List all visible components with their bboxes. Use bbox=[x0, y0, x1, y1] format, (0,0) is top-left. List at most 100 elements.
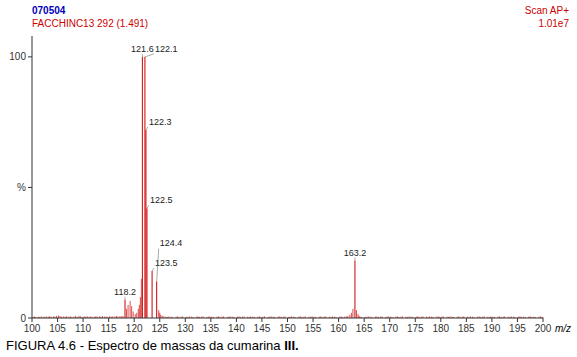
caption: FIGURA 4.6 - Espectro de massas da cumar… bbox=[6, 338, 299, 353]
peak bbox=[125, 300, 126, 318]
peak bbox=[131, 306, 132, 318]
y-tick bbox=[28, 56, 32, 57]
peak bbox=[141, 279, 142, 318]
x-tick bbox=[32, 318, 33, 322]
x-tick bbox=[108, 318, 109, 322]
peak bbox=[351, 313, 352, 318]
x-tick bbox=[415, 318, 416, 322]
peak-label: 163.2 bbox=[344, 248, 367, 258]
y-tick bbox=[28, 318, 32, 319]
x-tick bbox=[185, 318, 186, 322]
x-tick bbox=[466, 318, 467, 322]
x-tick-label: 195 bbox=[509, 323, 526, 334]
series bbox=[125, 57, 355, 318]
x-tick bbox=[134, 318, 135, 322]
peak bbox=[128, 305, 129, 318]
x-tick-label: 110 bbox=[75, 323, 91, 334]
x-axis-label: m/z bbox=[555, 323, 571, 334]
x-tick bbox=[57, 318, 58, 322]
leader-line bbox=[142, 54, 143, 57]
series bbox=[33, 279, 543, 318]
leader-line bbox=[354, 258, 355, 261]
x-tick-label: 130 bbox=[177, 323, 194, 334]
x-tick-label: 185 bbox=[458, 323, 475, 334]
peak bbox=[140, 297, 141, 318]
peak bbox=[135, 314, 136, 318]
x-tick-label: 190 bbox=[484, 323, 501, 334]
leader-line bbox=[145, 54, 154, 57]
leader-line bbox=[125, 297, 126, 300]
peak bbox=[158, 310, 159, 318]
peak-label: 122.1 bbox=[155, 44, 178, 54]
peak bbox=[136, 313, 137, 318]
leader-line bbox=[146, 127, 148, 130]
x-tick bbox=[517, 318, 518, 322]
header: Scan AP+ bbox=[525, 5, 569, 16]
peak bbox=[152, 271, 153, 318]
x-tick-label: 145 bbox=[254, 323, 271, 334]
peak bbox=[356, 310, 357, 318]
peak bbox=[145, 130, 146, 318]
x-tick bbox=[236, 318, 237, 322]
caption-part: III. bbox=[284, 338, 298, 353]
x-tick-label: 150 bbox=[279, 323, 296, 334]
peak bbox=[159, 313, 160, 318]
caption-part: FIGURA 4.6 - Espectro de massas da cumar… bbox=[6, 338, 284, 353]
peak bbox=[146, 208, 147, 318]
x-tick bbox=[364, 318, 365, 322]
peak-label: 124.4 bbox=[160, 238, 183, 248]
x-tick-label: 120 bbox=[126, 323, 143, 334]
peak bbox=[126, 309, 127, 318]
x-tick-label: 100 bbox=[24, 323, 41, 334]
leader-line bbox=[147, 205, 149, 208]
leader-line bbox=[152, 268, 154, 271]
peak bbox=[138, 309, 139, 318]
y-tick-label: 100 bbox=[9, 51, 26, 62]
x-tick bbox=[159, 318, 160, 322]
x-tick bbox=[261, 318, 262, 322]
plot-area bbox=[33, 57, 543, 318]
header: 070504 bbox=[32, 5, 66, 16]
x-tick-label: 200 bbox=[535, 323, 552, 334]
x-tick-label: 175 bbox=[407, 323, 424, 334]
peak-label: 122.5 bbox=[150, 195, 173, 205]
x-tick-label: 135 bbox=[203, 323, 220, 334]
x-tick-label: 165 bbox=[356, 323, 373, 334]
peak bbox=[142, 57, 143, 318]
leader-line bbox=[157, 248, 159, 281]
annotations: 121.6122.1122.3122.5163.2123.5124.4118.2 bbox=[114, 44, 366, 300]
x-tick-label: 155 bbox=[305, 323, 322, 334]
x-tick bbox=[338, 318, 339, 322]
peak-label: 123.5 bbox=[155, 258, 178, 268]
chart: 100 105 110 115 120 125 130 135 140 145 150 155 160 1… bbox=[0, 0, 577, 357]
peak-label: 122.3 bbox=[149, 117, 172, 127]
peak bbox=[352, 309, 353, 318]
header: FACCHINC13 292 (1.491) bbox=[32, 18, 148, 29]
y-tick-label: 0 bbox=[20, 313, 26, 324]
peak bbox=[130, 301, 131, 318]
peak bbox=[358, 314, 359, 318]
x-tick bbox=[440, 318, 441, 322]
x-tick-label: 125 bbox=[151, 323, 168, 334]
peak-label: 118.2 bbox=[114, 287, 136, 297]
x-tick bbox=[543, 318, 544, 322]
y-tick bbox=[28, 187, 32, 188]
peak bbox=[144, 57, 145, 318]
x-tick-label: 180 bbox=[432, 323, 449, 334]
y-tick-label: % bbox=[17, 182, 26, 193]
x-tick bbox=[389, 318, 390, 322]
x-tick-label: 160 bbox=[330, 323, 347, 334]
x-tick bbox=[313, 318, 314, 322]
peak bbox=[156, 281, 157, 318]
peak bbox=[133, 311, 134, 318]
x-tick bbox=[491, 318, 492, 322]
x-tick-label: 105 bbox=[49, 323, 66, 334]
peak bbox=[139, 305, 140, 318]
header: 1.01e7 bbox=[538, 18, 569, 29]
x-tick bbox=[287, 318, 288, 322]
peak bbox=[354, 261, 355, 318]
x-tick bbox=[83, 318, 84, 322]
x-tick-label: 140 bbox=[228, 323, 245, 334]
y-axis bbox=[32, 36, 33, 318]
x-tick-label: 115 bbox=[101, 323, 117, 334]
